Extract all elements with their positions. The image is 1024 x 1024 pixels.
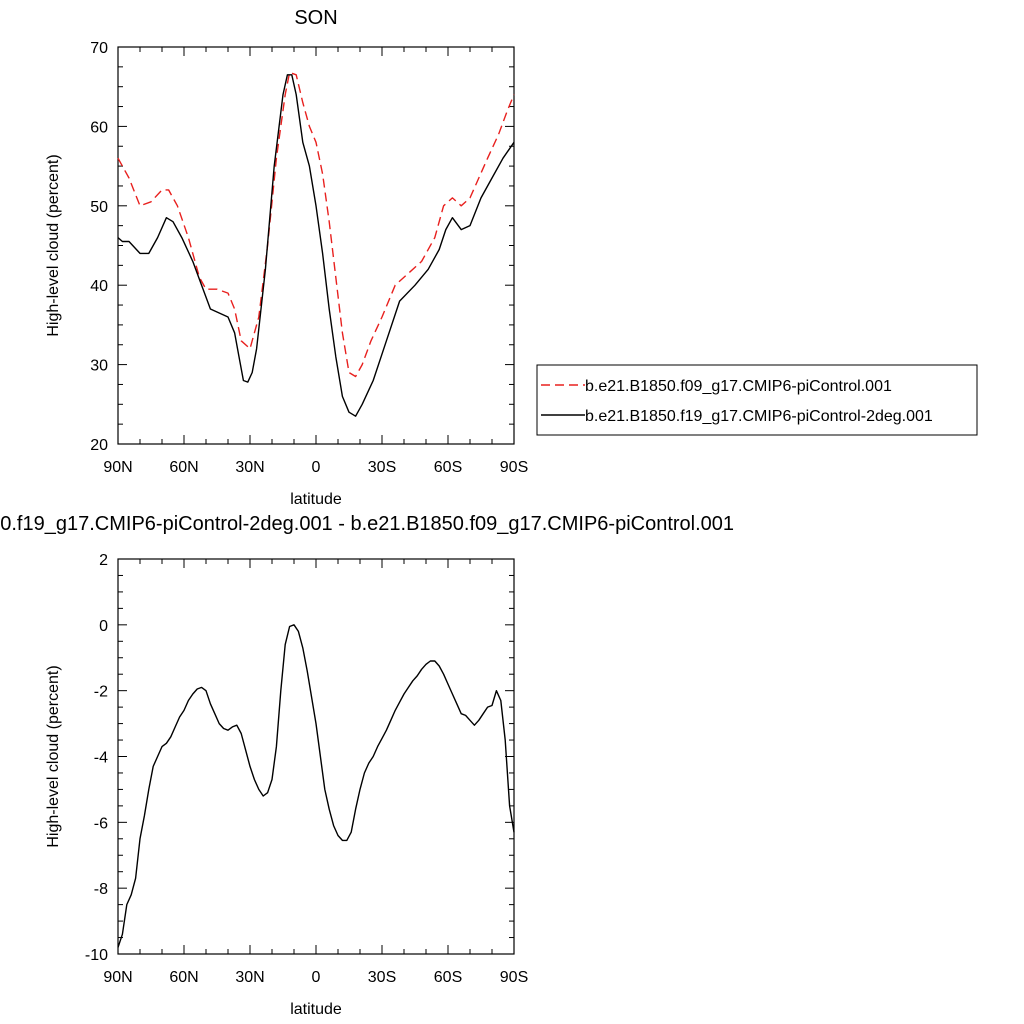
x-tick-label: 90N (103, 969, 132, 986)
y-tick-label: -8 (94, 881, 108, 898)
y-tick-label: 0 (99, 618, 108, 635)
x-axis-label: latitude (290, 491, 342, 508)
legend: b.e21.B1850.f09_g17.CMIP6-piControl.001b… (536, 364, 978, 436)
x-tick-label: 60S (434, 459, 462, 476)
y-tick-label: -2 (94, 684, 108, 701)
x-tick-label: 60N (169, 459, 198, 476)
y-tick-label: -6 (94, 815, 108, 832)
y-tick-label: 60 (90, 119, 108, 136)
x-tick-label: 60N (169, 969, 198, 986)
x-tick-label: 0 (312, 969, 321, 986)
y-tick-label: 2 (99, 552, 108, 569)
y-axis-label: High-level cloud (percent) (45, 665, 62, 847)
legend-label-2: b.e21.B1850.f19_g17.CMIP6-piControl-2deg… (585, 408, 933, 425)
x-tick-label: 30N (235, 969, 264, 986)
y-tick-label: 20 (90, 437, 108, 454)
series-line-2 (117, 74, 515, 417)
y-tick-label: 70 (90, 40, 108, 57)
x-tick-label: 30S (368, 969, 396, 986)
chart-1: SON 90N 60N 30N 0 30S 60S 90S 20 30 40 50 60 70 latitu… (45, 7, 978, 508)
x-tick-label: 90S (500, 459, 528, 476)
chart-title: b.e21.B1850.f19_g17.CMIP6-piControl-2deg… (0, 513, 734, 535)
x-tick-label: 60S (434, 969, 462, 986)
series-line-1 (117, 71, 515, 378)
y-axis-label: High-level cloud (percent) (45, 154, 62, 336)
legend-label-1: b.e21.B1850.f09_g17.CMIP6-piControl.001 (585, 378, 892, 395)
plot-frame (117, 558, 515, 955)
x-axis-label: latitude (290, 1001, 342, 1018)
x-tick-label: 90S (500, 969, 528, 986)
legend-box (536, 364, 978, 436)
x-tick-label: 90N (103, 459, 132, 476)
y-tick-label: 50 (90, 199, 108, 216)
y-tick-label: -10 (85, 947, 108, 964)
x-tick-label: 0 (312, 459, 321, 476)
x-tick-label: 30N (235, 459, 264, 476)
x-tick-label: 30S (368, 459, 396, 476)
plot-frame (117, 46, 515, 445)
series-line-1 (117, 624, 515, 948)
y-tick-label: -4 (94, 750, 108, 767)
y-tick-label: 30 (90, 358, 108, 375)
chart-2: b.e21.B1850.f19_g17.CMIP6-piControl-2deg… (0, 513, 734, 1018)
y-tick-label: 40 (90, 278, 108, 295)
chart-title: SON (294, 7, 337, 29)
